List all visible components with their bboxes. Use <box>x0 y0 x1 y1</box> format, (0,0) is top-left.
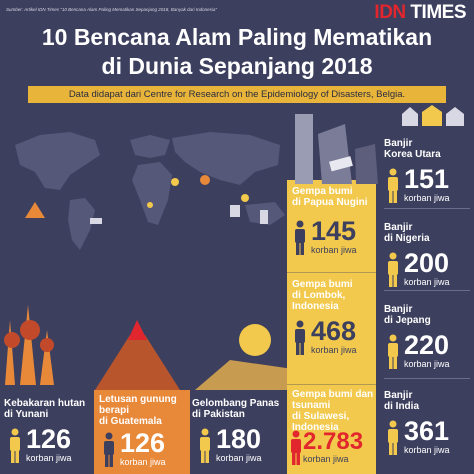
divider <box>287 272 376 273</box>
person-icon <box>295 320 305 355</box>
card-label: Banjir <box>384 222 413 233</box>
card-label: Banjir <box>384 390 413 401</box>
card-sulawesi: Gempa bumi dan tsunami di Sulawesi, Indo… <box>292 389 373 433</box>
card-label: Gempa bumi <box>292 186 353 197</box>
card-guatemala-value: 126 korban jiwa <box>120 428 166 468</box>
card-guatemala-panel: Letusan gunung berapi di Guatemala 126 k… <box>94 390 190 474</box>
card-label: di Papua Nugini <box>292 197 368 208</box>
person-icon <box>291 430 301 465</box>
card-unit: korban jiwa <box>120 457 166 467</box>
card-india-value: 361 korban jiwa <box>404 416 450 456</box>
card-nigeria-value: 200 korban jiwa <box>404 248 450 288</box>
person-icon <box>388 252 398 287</box>
card-papua: Gempa bumi di Papua Nugini <box>292 186 368 208</box>
card-unit: korban jiwa <box>404 359 450 369</box>
card-jepang: Banjir di Jepang <box>384 304 431 326</box>
person-icon <box>388 420 398 455</box>
card-value: 2.783 <box>303 428 364 455</box>
card-label: di Yunani <box>4 409 49 420</box>
card-korea-value: 151 korban jiwa <box>404 164 450 204</box>
card-pakistan: Gelombang Panas di Pakistan <box>192 398 279 420</box>
card-label: di Jepang <box>384 315 431 326</box>
divider <box>384 208 470 209</box>
card-yunani-value: 126 korban jiwa <box>26 424 72 464</box>
person-icon <box>200 428 210 463</box>
disaster-illustration <box>4 305 300 390</box>
card-label: Banjir <box>384 304 413 315</box>
person-icon <box>104 432 114 467</box>
card-papua-value: 145 korban jiwa <box>311 216 357 256</box>
card-label: Indonesia <box>292 301 339 312</box>
title-line-2: di Dunia Sepanjang 2018 <box>101 53 373 79</box>
brand-logo: IDN TIMES <box>374 2 466 24</box>
card-sulawesi-value: 2.783 korban jiwa <box>303 428 364 465</box>
card-value: 200 <box>404 248 450 278</box>
card-unit: korban jiwa <box>311 345 357 355</box>
title-line-1: 10 Bencana Alam Paling Mematikan <box>41 24 433 50</box>
card-label: di Sulawesi, <box>292 411 350 422</box>
card-label: Gelombang Panas <box>192 398 280 409</box>
flood-column: Banjir Korea Utara 151 korban jiwa Banji… <box>378 126 474 474</box>
card-value: 361 <box>404 416 450 446</box>
card-pakistan-panel: Gelombang Panas di Pakistan 180 korban j… <box>190 390 287 474</box>
card-guatemala: Letusan gunung berapi di Guatemala <box>99 394 177 427</box>
person-icon <box>295 220 305 255</box>
card-label: Banjir <box>384 138 413 149</box>
card-label: di Guatemala <box>99 416 162 427</box>
card-value: 468 <box>311 316 357 346</box>
card-value: 126 <box>26 424 72 454</box>
brand-times: TIMES <box>405 2 466 23</box>
person-icon <box>388 334 398 369</box>
card-label: Gempa bumi <box>292 279 353 290</box>
card-unit: korban jiwa <box>404 445 450 455</box>
card-value: 180 <box>216 424 262 454</box>
card-unit: korban jiwa <box>26 453 72 463</box>
card-label: di Lombok, <box>292 290 346 301</box>
divider <box>287 384 376 385</box>
card-label: berapi <box>99 405 130 416</box>
card-pakistan-value: 180 korban jiwa <box>216 424 262 464</box>
card-unit: korban jiwa <box>216 453 262 463</box>
flooded-houses-illustration <box>402 105 464 126</box>
card-label: di Nigeria <box>384 233 430 244</box>
earthquake-column: Gempa bumi di Papua Nugini 145 korban ji… <box>287 180 376 474</box>
card-value: 151 <box>404 164 450 194</box>
card-label: di Pakistan <box>192 409 245 420</box>
card-yunani: Kebakaran hutan di Yunani <box>4 398 85 420</box>
card-unit: korban jiwa <box>303 454 349 464</box>
card-value: 126 <box>120 428 166 458</box>
card-yunani-panel: Kebakaran hutan di Yunani 126 korban jiw… <box>0 390 94 474</box>
card-lombok: Gempa bumi di Lombok, Indonesia <box>292 279 353 312</box>
card-label: Indonesia <box>292 422 339 433</box>
card-label: tsunami <box>292 400 331 411</box>
card-label: Kebakaran hutan <box>4 398 86 409</box>
source-note: Sumber: Artikel IDN Times "10 Bencana Al… <box>6 7 217 12</box>
brand-idn: IDN <box>374 2 406 23</box>
person-icon <box>388 168 398 203</box>
world-map-illustration <box>15 132 285 250</box>
card-value: 145 <box>311 216 357 246</box>
card-lombok-value: 468 korban jiwa <box>311 316 357 356</box>
card-india: Banjir di India <box>384 390 419 412</box>
subtitle-bar: Data didapat dari Centre for Research on… <box>28 86 446 103</box>
card-unit: korban jiwa <box>404 193 450 203</box>
card-label: Korea Utara <box>384 149 441 160</box>
card-label: Gempa bumi dan <box>292 389 374 400</box>
card-label: Letusan gunung <box>99 394 177 405</box>
collapsed-building-illustration <box>295 114 378 184</box>
card-unit: korban jiwa <box>404 277 450 287</box>
divider <box>384 290 470 291</box>
card-nigeria: Banjir di Nigeria <box>384 222 430 244</box>
person-icon <box>10 428 20 463</box>
card-value: 220 <box>404 330 450 360</box>
card-label: di India <box>384 401 419 412</box>
card-korea: Banjir Korea Utara <box>384 138 441 160</box>
card-unit: korban jiwa <box>311 245 357 255</box>
card-jepang-value: 220 korban jiwa <box>404 330 450 370</box>
divider <box>384 378 470 379</box>
